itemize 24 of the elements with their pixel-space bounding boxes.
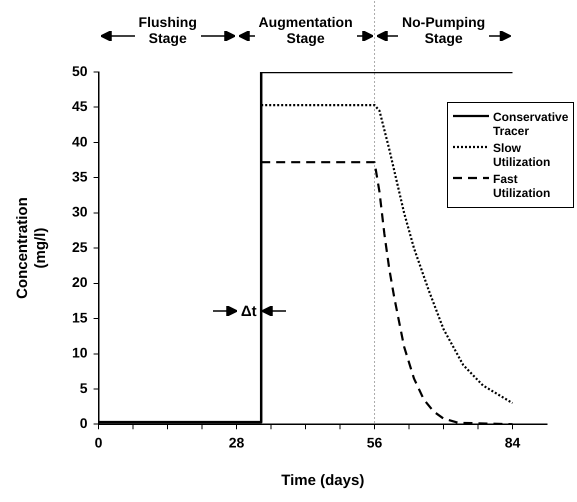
text: Augmentation Stage (258, 14, 353, 46)
x-tick-label: 56 (366, 434, 383, 450)
legend-label: Fast Utilization (493, 172, 550, 200)
x-tick-label: 84 (504, 434, 521, 450)
legend-label: Slow Utilization (493, 141, 550, 169)
y-tick-label: 35 (72, 168, 88, 185)
y-tick-label: 20 (72, 274, 88, 290)
text: No-Pumping Stage (402, 14, 486, 46)
y-tick-label: 45 (72, 98, 88, 114)
y-tick-label: 15 (72, 309, 88, 326)
y-tick-label: 0 (80, 415, 88, 432)
y-tick-label: 25 (72, 238, 88, 255)
y-tick-label: 30 (72, 204, 88, 220)
x-tick-label: 28 (228, 434, 245, 450)
y-tick-label: 10 (72, 344, 88, 361)
text: Flushing Stage (138, 14, 197, 46)
x-tick-label: 0 (94, 434, 103, 450)
x-axis-title: Time (days) (281, 472, 364, 490)
annotation: Δt (240, 302, 257, 320)
y-axis-title: Concentration (mg/l) (14, 197, 50, 299)
y-tick-label: 40 (72, 133, 88, 150)
y-tick-label: 50 (72, 62, 88, 79)
legend-label: Conservative Tracer (493, 110, 568, 138)
y-tick-label: 5 (80, 380, 88, 396)
